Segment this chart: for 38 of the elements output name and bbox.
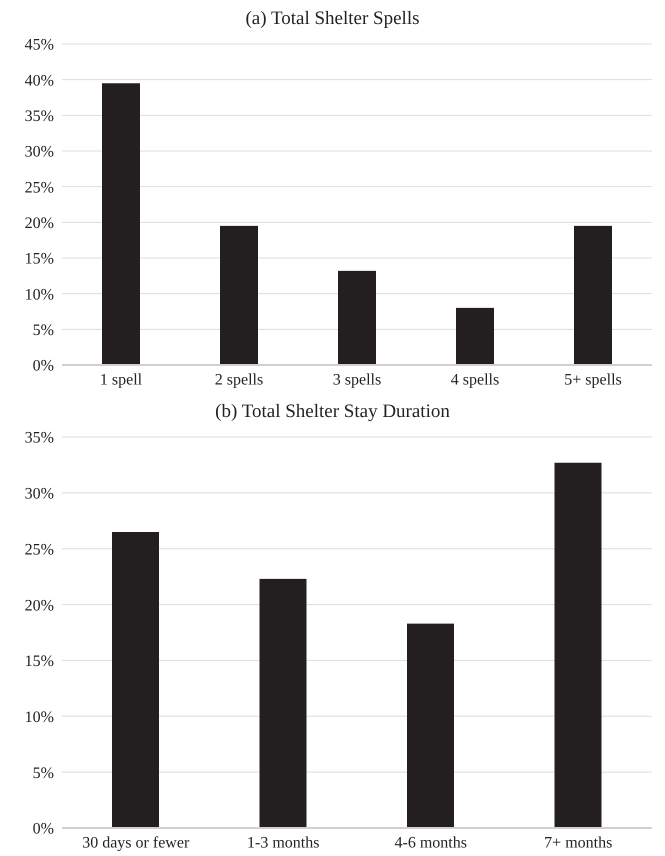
bar	[220, 226, 258, 365]
y-tick-label: 30%	[24, 144, 54, 161]
y-tick-label: 5%	[32, 764, 54, 782]
x-tick-label: 1-3 months	[247, 834, 320, 852]
x-tick-label: 30 days or fewer	[82, 834, 190, 852]
x-tick-label: 4 spells	[450, 371, 500, 388]
y-tick-label: 10%	[24, 708, 54, 726]
y-tick-label: 0%	[32, 820, 54, 838]
y-tick-label: 35%	[24, 430, 54, 447]
y-tick-label: 25%	[24, 541, 54, 558]
y-tick-label: 0%	[32, 358, 54, 375]
bar	[456, 308, 494, 365]
x-tick-label: 1 spell	[100, 371, 143, 388]
y-tick-label: 45%	[24, 36, 54, 54]
y-tick-label: 25%	[24, 179, 54, 196]
y-tick-label: 30%	[24, 486, 54, 503]
bar	[338, 270, 376, 365]
bar	[554, 462, 602, 828]
y-tick-label: 20%	[24, 215, 54, 232]
x-tick-label: 2 spells	[214, 371, 264, 388]
y-tick-label: 20%	[24, 597, 54, 614]
x-tick-label: 4-6 months	[394, 834, 467, 852]
x-tick-label: 7+ months	[544, 834, 612, 852]
y-tick-label: 15%	[24, 653, 54, 670]
y-tick-label: 5%	[32, 322, 54, 340]
chart-title: (b) Total Shelter Stay Duration	[214, 401, 451, 424]
chart-title: (a) Total Shelter Spells	[244, 8, 421, 31]
x-tick-label: 3 spells	[332, 371, 382, 388]
bar	[112, 532, 159, 828]
bar	[407, 624, 454, 828]
y-tick-label: 10%	[24, 286, 54, 304]
x-tick-label: 5+ spells	[564, 371, 622, 388]
bar	[102, 83, 140, 365]
y-tick-label: 35%	[24, 108, 54, 126]
bar	[574, 226, 612, 365]
bar	[260, 578, 306, 828]
y-tick-label: 40%	[24, 72, 54, 90]
y-tick-label: 15%	[24, 250, 54, 268]
